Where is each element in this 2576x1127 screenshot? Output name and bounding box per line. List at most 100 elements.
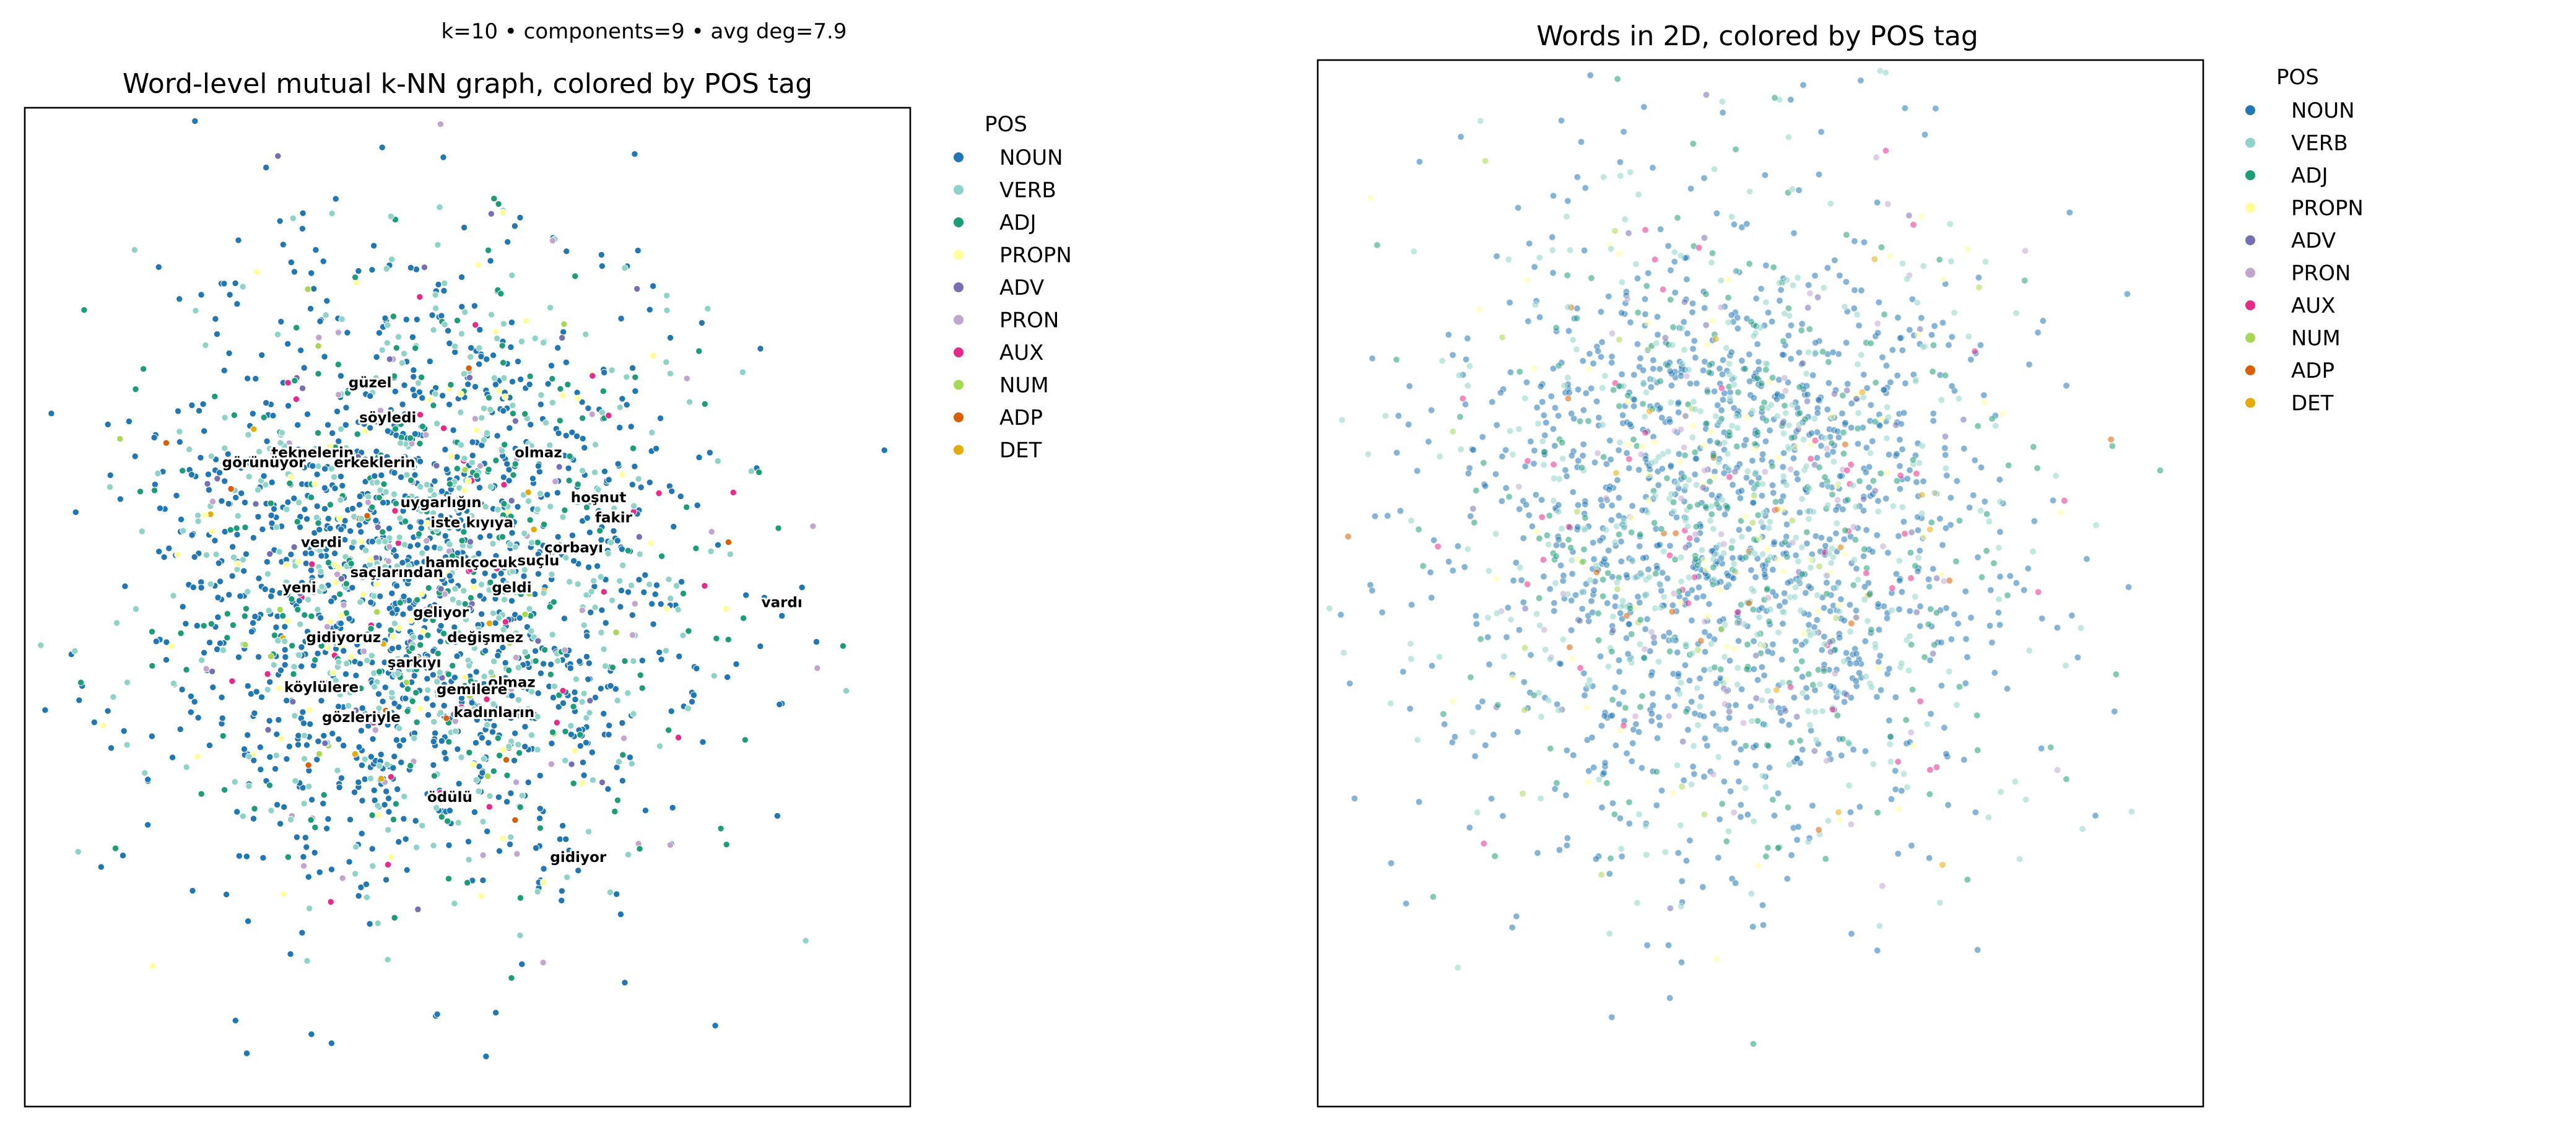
point-noun [1943,472,1951,479]
point-aux [1926,766,1934,773]
point-noun [1598,804,1606,811]
point-verb [332,677,339,684]
labeled-word-point [468,699,476,707]
point-aux [1863,570,1870,577]
point-adj [367,625,375,632]
point-noun [1656,365,1664,373]
point-verb [357,598,364,606]
point-verb [423,481,431,489]
point-verb [322,311,329,319]
point-adj [1956,517,1964,524]
point-verb [433,661,440,669]
point-noun [424,675,431,682]
point-noun [760,594,768,601]
legend-marker-adv [2245,235,2256,246]
point-verb [1795,578,1803,585]
point-propn [361,427,368,435]
point-noun [385,794,393,803]
point-propn [499,746,507,754]
point-verb [264,686,271,694]
point-noun [1590,586,1598,594]
point-adj [611,807,619,816]
point-noun [500,474,507,481]
point-verb [1723,344,1730,352]
point-noun [259,526,266,533]
labeled-word-point [340,647,347,655]
point-verb [432,305,440,312]
point-verb [1573,346,1580,353]
point-adj [445,875,453,882]
point-noun [1527,651,1534,659]
point-noun [1690,337,1698,345]
point-pron [451,718,459,725]
point-propn [1774,555,1782,564]
point-noun [308,269,315,277]
point-adv [1661,334,1669,342]
legend-marker-adj [2245,170,2256,181]
point-adj [614,796,622,804]
point-noun [1617,537,1625,546]
point-propn [1886,253,1894,260]
point-adj [391,425,399,433]
point-noun [188,471,196,479]
point-propn [1999,410,2006,417]
point-noun [225,591,233,599]
point-pron [422,431,430,438]
point-adj [495,752,503,759]
point-noun [724,673,731,681]
point-noun [1991,669,1999,677]
point-noun [492,595,499,603]
point-adj [515,749,523,757]
point-noun [276,589,284,597]
point-noun [1962,679,1969,687]
point-verb [432,291,439,298]
point-num [402,679,411,686]
point-verb [1648,459,1655,467]
point-noun [1783,875,1791,882]
point-adp [2107,436,2115,443]
point-adv [1650,633,1658,641]
point-verb [487,669,495,676]
point-verb [546,304,554,311]
point-adj [233,524,240,532]
point-noun [282,653,289,661]
point-noun [508,584,516,591]
point-verb [1791,593,1798,601]
point-propn [282,561,290,568]
point-noun [1596,653,1604,660]
point-propn [295,558,302,565]
point-noun [1554,412,1562,420]
point-noun [506,424,513,432]
point-adj [724,636,732,643]
point-noun [1945,341,1952,349]
point-adv [534,637,542,645]
point-aux [485,803,493,811]
point-adj [549,728,557,736]
point-adj [1844,496,1852,503]
point-noun [1873,693,1881,701]
point-adj [1822,855,1829,863]
point-adp [1566,643,1573,651]
point-noun [1605,547,1612,554]
point-propn [1752,445,1760,453]
point-verb [441,321,448,328]
point-adp [511,816,519,824]
point-adj [301,611,308,619]
point-noun [1874,329,1882,337]
point-adj [638,684,646,692]
point-verb [311,445,320,453]
word-label: görünüyor [222,455,307,471]
point-verb [375,705,383,712]
point-adj [417,641,424,649]
point-adv [1803,398,1811,405]
point-noun [1592,855,1600,863]
point-noun [629,611,636,619]
point-noun [1873,199,1881,206]
point-num [1614,585,1621,593]
legend-marker-verb [953,184,964,196]
point-noun [614,537,621,544]
point-verb [604,550,612,557]
point-adv [1905,212,1913,219]
point-adj [739,614,747,622]
point-noun [273,801,281,809]
